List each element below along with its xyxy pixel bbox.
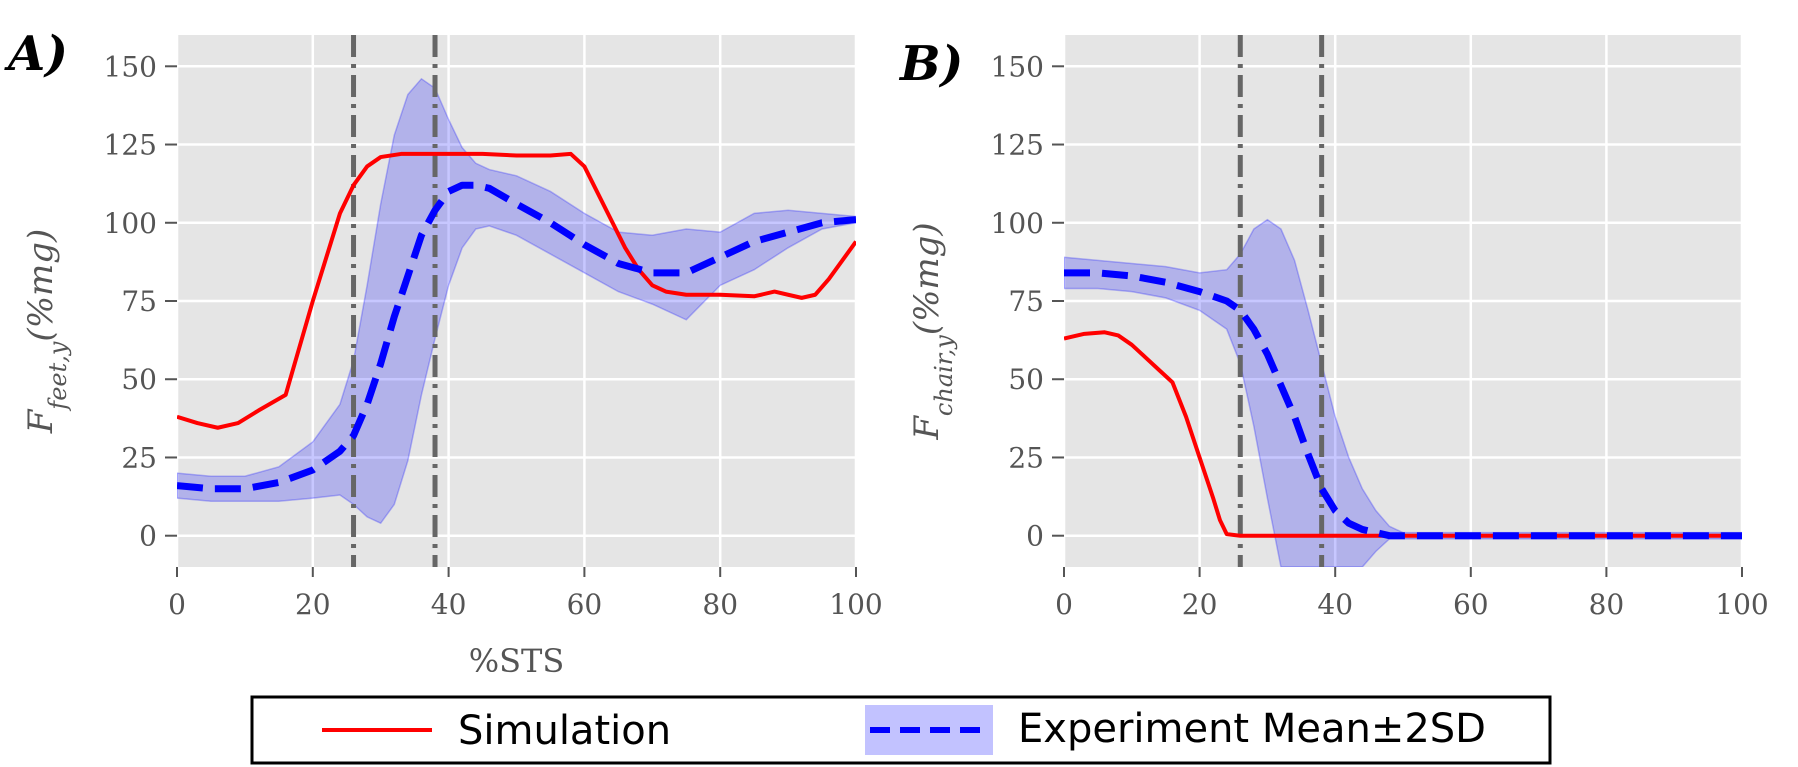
legend-simulation-label: Simulation bbox=[458, 708, 671, 754]
y-tick-label: 100 bbox=[104, 207, 157, 240]
x-tick-label: 40 bbox=[431, 588, 467, 621]
x-tick-label: 60 bbox=[567, 588, 603, 621]
experiment-mean-line bbox=[177, 181, 856, 493]
plot-area bbox=[1064, 35, 1742, 567]
y-axis-title-unit: (%mg) bbox=[21, 229, 61, 342]
y-tick-label: 50 bbox=[1008, 363, 1044, 396]
sd-band bbox=[177, 77, 856, 525]
panel-b: 0 25 50 75 100 125 150 0 20 40 60 80 100 Fchair,y(%mg… bbox=[898, 35, 1769, 621]
y-axis-title-sub: chair,y bbox=[930, 335, 958, 416]
x-tick-label: 40 bbox=[1317, 588, 1353, 621]
x-tick-label: 20 bbox=[295, 588, 331, 621]
y-axis-title-main: F bbox=[21, 408, 61, 434]
panel-a: 0 25 50 75 100 125 150 0 20 40 60 80 100 %STS Ffeet,y(… bbox=[4, 26, 883, 680]
y-tick-label: 0 bbox=[139, 520, 157, 553]
x-tick-label: 0 bbox=[168, 588, 186, 621]
y-tick-label: 150 bbox=[104, 50, 157, 83]
x-tick-label: 20 bbox=[1182, 588, 1218, 621]
plot-area bbox=[177, 35, 856, 567]
y-axis-title-main: F bbox=[907, 415, 947, 441]
panel-label: B) bbox=[898, 36, 963, 92]
x-tick-label: 0 bbox=[1055, 588, 1073, 621]
simulation-line bbox=[177, 151, 856, 430]
y-axis-title-unit: (%mg) bbox=[907, 222, 947, 335]
y-tick-label: 75 bbox=[1008, 285, 1044, 318]
y-tick-label: 25 bbox=[121, 441, 157, 474]
y-tick-label: 100 bbox=[991, 207, 1044, 240]
legend-experiment-label: Experiment Mean±2SD bbox=[1018, 706, 1486, 752]
y-axis-title: Fchair,y(%mg) bbox=[907, 222, 958, 440]
experiment-mean-line bbox=[1064, 269, 1742, 540]
x-tick-label: 80 bbox=[1589, 588, 1625, 621]
x-tick-label: 100 bbox=[829, 588, 882, 621]
y-tick-label: 50 bbox=[121, 363, 157, 396]
legend: Simulation Experiment Mean±2SD bbox=[250, 695, 1552, 765]
panel-label: A) bbox=[4, 26, 68, 82]
y-tick-label: 0 bbox=[1026, 520, 1044, 553]
x-axis-title: %STS bbox=[469, 642, 565, 680]
y-tick-label: 125 bbox=[104, 129, 157, 162]
x-tick-label: 80 bbox=[702, 588, 738, 621]
y-axis-title: Ffeet,y(%mg) bbox=[21, 229, 72, 435]
y-tick-label: 150 bbox=[991, 50, 1044, 83]
x-tick-label: 60 bbox=[1453, 588, 1489, 621]
y-tick-label: 75 bbox=[121, 285, 157, 318]
y-tick-label: 125 bbox=[991, 129, 1044, 162]
x-tick-label: 100 bbox=[1715, 588, 1768, 621]
y-axis-title-sub: feet,y bbox=[44, 341, 72, 412]
y-tick-label: 25 bbox=[1008, 441, 1044, 474]
